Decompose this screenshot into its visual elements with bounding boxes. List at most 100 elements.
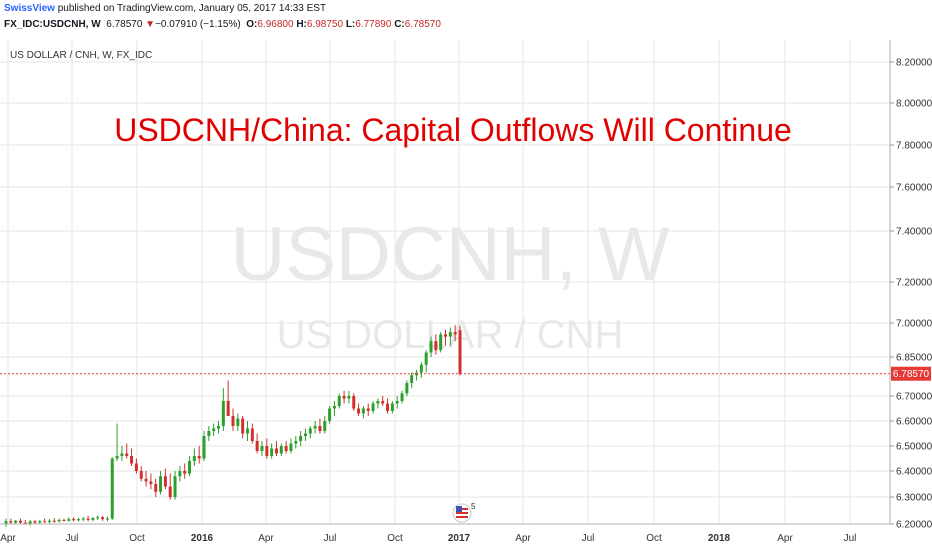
candle[interactable]: [28, 519, 32, 526]
candle[interactable]: [448, 327, 452, 346]
candle[interactable]: [4, 518, 8, 527]
candle[interactable]: [57, 518, 61, 523]
candle[interactable]: [342, 390, 346, 404]
candle[interactable]: [173, 471, 177, 500]
candle[interactable]: [52, 518, 56, 523]
candle[interactable]: [43, 518, 47, 523]
candle[interactable]: [168, 473, 172, 500]
candle[interactable]: [226, 380, 230, 416]
candle[interactable]: [284, 441, 288, 454]
candle[interactable]: [38, 519, 42, 524]
candle-body: [149, 481, 153, 484]
event-flag-icon[interactable]: 5: [452, 502, 476, 523]
candle[interactable]: [9, 518, 13, 524]
candle[interactable]: [231, 408, 235, 432]
candle[interactable]: [91, 517, 95, 522]
candle[interactable]: [202, 431, 206, 461]
candle[interactable]: [192, 448, 196, 467]
candle[interactable]: [115, 423, 119, 462]
candle[interactable]: [308, 426, 312, 439]
candle[interactable]: [130, 448, 134, 467]
candle-body: [144, 478, 148, 482]
candle[interactable]: [337, 393, 341, 409]
candle[interactable]: [255, 433, 259, 454]
candle[interactable]: [149, 473, 153, 490]
candle[interactable]: [139, 466, 143, 482]
candle[interactable]: [289, 438, 293, 454]
candle[interactable]: [154, 478, 158, 497]
candle[interactable]: [419, 362, 423, 378]
candle[interactable]: [313, 421, 317, 434]
candle[interactable]: [18, 518, 22, 524]
candle[interactable]: [366, 403, 370, 417]
candle[interactable]: [376, 398, 380, 409]
candle[interactable]: [453, 325, 457, 342]
candle[interactable]: [81, 516, 85, 522]
candle[interactable]: [241, 416, 245, 439]
candle[interactable]: [120, 446, 124, 461]
candle[interactable]: [134, 458, 138, 474]
candle[interactable]: [260, 441, 264, 456]
candle[interactable]: [352, 393, 356, 411]
candle[interactable]: [163, 468, 167, 490]
candle[interactable]: [410, 372, 414, 389]
candle[interactable]: [279, 443, 283, 457]
candle[interactable]: [188, 456, 192, 477]
candle[interactable]: [444, 329, 448, 346]
candle[interactable]: [270, 443, 274, 459]
candle[interactable]: [72, 517, 76, 522]
candle[interactable]: [265, 438, 269, 459]
candle[interactable]: [299, 431, 303, 446]
candle[interactable]: [67, 517, 71, 522]
candle[interactable]: [183, 463, 187, 479]
candle[interactable]: [62, 518, 66, 522]
candle[interactable]: [386, 398, 390, 414]
candle[interactable]: [294, 436, 298, 449]
candle[interactable]: [110, 457, 114, 520]
event-count: 5: [471, 502, 476, 511]
candle[interactable]: [371, 401, 375, 414]
candle[interactable]: [178, 466, 182, 482]
candle[interactable]: [221, 388, 225, 431]
candle[interactable]: [439, 332, 443, 353]
candle[interactable]: [400, 390, 404, 404]
candle[interactable]: [125, 443, 129, 459]
candle[interactable]: [434, 334, 438, 355]
candle[interactable]: [361, 406, 365, 419]
candle[interactable]: [405, 380, 409, 396]
candle[interactable]: [101, 515, 105, 521]
candle[interactable]: [424, 350, 428, 373]
candle-body: [342, 396, 346, 399]
candle[interactable]: [347, 390, 351, 404]
candle[interactable]: [47, 519, 51, 524]
candle[interactable]: [245, 421, 249, 441]
candle[interactable]: [274, 441, 278, 456]
candle[interactable]: [415, 370, 419, 381]
candle[interactable]: [323, 416, 327, 434]
candle[interactable]: [303, 428, 307, 442]
candle[interactable]: [390, 401, 394, 414]
candle[interactable]: [236, 413, 240, 432]
candle[interactable]: [458, 325, 462, 376]
candle[interactable]: [217, 421, 221, 434]
candle[interactable]: [357, 403, 361, 417]
candle-body: [328, 408, 332, 421]
candle[interactable]: [332, 401, 336, 416]
candle[interactable]: [105, 516, 109, 522]
candle[interactable]: [250, 423, 254, 444]
candle[interactable]: [96, 515, 100, 520]
candle[interactable]: [86, 515, 90, 522]
candle[interactable]: [76, 518, 80, 522]
candle[interactable]: [159, 471, 163, 495]
candle[interactable]: [429, 336, 433, 357]
candle[interactable]: [212, 423, 216, 437]
candle[interactable]: [207, 426, 211, 441]
candle[interactable]: [197, 446, 201, 464]
candle[interactable]: [381, 396, 385, 406]
candle[interactable]: [328, 406, 332, 424]
candle[interactable]: [318, 418, 322, 434]
candle[interactable]: [144, 471, 148, 487]
candle[interactable]: [395, 396, 399, 409]
publisher-link[interactable]: SwissView: [4, 3, 55, 14]
